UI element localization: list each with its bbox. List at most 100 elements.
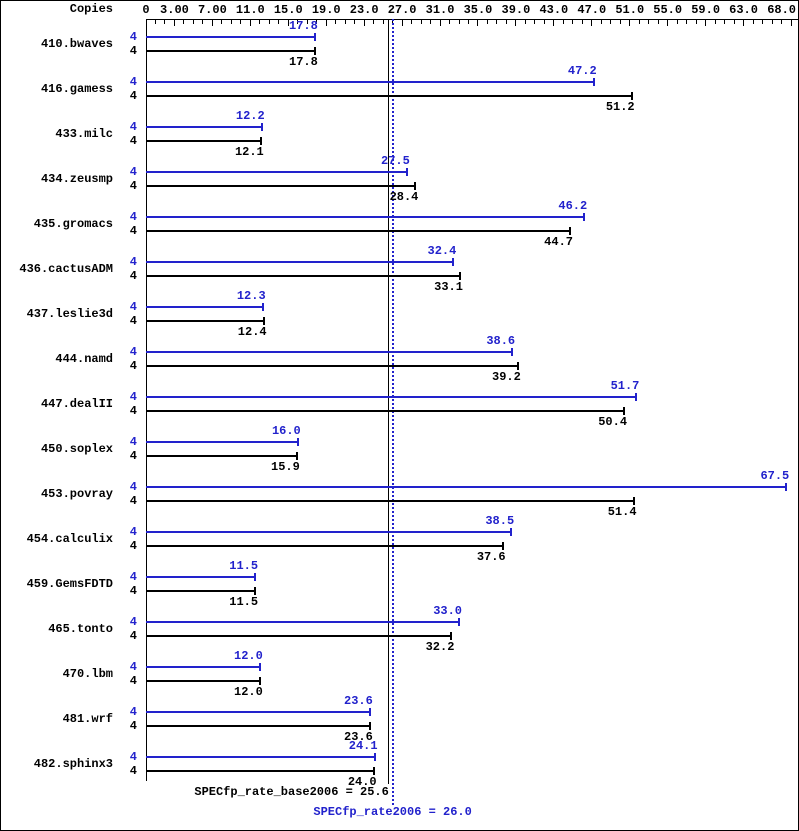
axis-tick: [486, 20, 488, 24]
axis-tick: [449, 20, 451, 24]
axis-tick: [211, 20, 213, 26]
axis-tick: [600, 20, 602, 24]
copies-value: 4: [129, 584, 137, 598]
base-value-label: 32.2: [425, 640, 455, 654]
peak-value-label: 51.7: [610, 379, 640, 393]
axis-tick: [619, 20, 621, 24]
axis-tick: [638, 20, 640, 24]
x-axis-line: [146, 19, 798, 20]
axis-tick: [259, 20, 261, 24]
axis-tick: [354, 20, 356, 24]
peak-bar: [146, 306, 263, 308]
peak-bar-end-tick: [785, 483, 788, 491]
peak-bar: [146, 171, 407, 173]
peak-bar: [146, 81, 594, 83]
copies-value: 4: [129, 629, 137, 643]
axis-tick-label: 15.0: [273, 3, 303, 17]
axis-tick: [249, 20, 251, 26]
axis-tick: [458, 20, 460, 24]
axis-tick: [268, 20, 270, 24]
peak-bar: [146, 756, 375, 758]
axis-tick: [515, 20, 517, 26]
peak-value-label: 17.8: [289, 19, 318, 33]
axis-tick: [610, 20, 612, 24]
axis-tick: [543, 20, 545, 24]
axis-tick: [278, 20, 280, 24]
peak-value-label: 47.2: [567, 64, 597, 78]
benchmark-label: 454.calculix: [26, 532, 113, 546]
benchmark-label: 465.tonto: [48, 622, 113, 636]
axis-tick: [240, 20, 242, 24]
peak-value-label: 46.2: [558, 199, 588, 213]
peak-bar-end-tick: [368, 708, 371, 716]
axis-tick: [714, 20, 716, 24]
copies-value: 4: [129, 480, 137, 494]
axis-tick: [287, 20, 289, 26]
base-bar: [146, 500, 634, 502]
axis-tick: [553, 20, 555, 26]
axis-tick-label: 19.0: [311, 3, 341, 17]
copies-value: 4: [129, 210, 137, 224]
axis-tick-label: 47.0: [577, 3, 607, 17]
peak-value-label: 67.5: [760, 469, 790, 483]
benchmark-label: 482.sphinx3: [33, 757, 113, 771]
copies-value: 4: [129, 300, 137, 314]
axis-tick: [335, 20, 337, 24]
peak-bar: [146, 351, 513, 353]
peak-bar-end-tick: [260, 123, 263, 131]
base-bar-end-tick: [632, 497, 635, 505]
axis-tick: [202, 20, 204, 24]
axis-tick: [183, 20, 185, 24]
copies-axis-title: Copies: [69, 2, 113, 16]
axis-tick-label: 27.0: [387, 3, 417, 17]
axis-tick-label: 39.0: [501, 3, 531, 17]
base-bar-end-tick: [295, 452, 298, 460]
copies-value: 4: [129, 134, 137, 148]
base-bar-end-tick: [458, 272, 461, 280]
axis-tick-label: 55.0: [653, 3, 683, 17]
axis-tick: [695, 20, 697, 24]
axis-tick: [762, 20, 764, 24]
base-bar-end-tick: [630, 92, 633, 100]
axis-tick: [686, 20, 688, 24]
benchmark-label: 470.lbm: [62, 667, 113, 681]
peak-value-label: 32.4: [427, 244, 457, 258]
base-bar: [146, 455, 297, 457]
peak-bar-end-tick: [258, 663, 261, 671]
peak-bar: [146, 216, 585, 218]
base-bar: [146, 770, 374, 772]
axis-tick: [363, 20, 365, 26]
peak-bar: [146, 441, 298, 443]
peak-bar: [146, 261, 454, 263]
axis-tick: [505, 20, 507, 24]
copies-value: 4: [129, 359, 137, 373]
axis-tick: [430, 20, 432, 24]
peak-bar-end-tick: [458, 618, 460, 626]
base-value-label: 12.0: [234, 685, 263, 699]
axis-tick: [790, 20, 792, 26]
base-value-label: 39.2: [492, 370, 521, 384]
base-value-label: 50.4: [598, 415, 628, 429]
benchmark-label: 481.wrf: [62, 712, 113, 726]
peak-value-label: 23.6: [344, 694, 373, 708]
axis-tick: [771, 20, 773, 24]
base-bar-end-tick: [414, 182, 417, 190]
axis-tick-label: 3.00: [160, 3, 189, 17]
copies-value: 4: [129, 615, 137, 629]
axis-tick-label: 68.0: [767, 3, 796, 17]
axis-tick-label: 51.0: [615, 3, 645, 17]
axis-tick: [221, 20, 223, 24]
axis-tick: [591, 20, 593, 26]
axis-tick: [648, 20, 650, 24]
peak-bar-end-tick: [313, 33, 316, 41]
benchmark-label: 436.cactusADM: [19, 262, 113, 276]
peak-bar: [146, 576, 256, 578]
axis-tick-label: 35.0: [463, 3, 493, 17]
peak-value-label: 38.5: [485, 514, 515, 528]
axis-tick: [230, 20, 232, 24]
axis-tick: [297, 20, 299, 24]
axis-tick: [629, 20, 631, 26]
base-value-label: 15.9: [271, 460, 300, 474]
